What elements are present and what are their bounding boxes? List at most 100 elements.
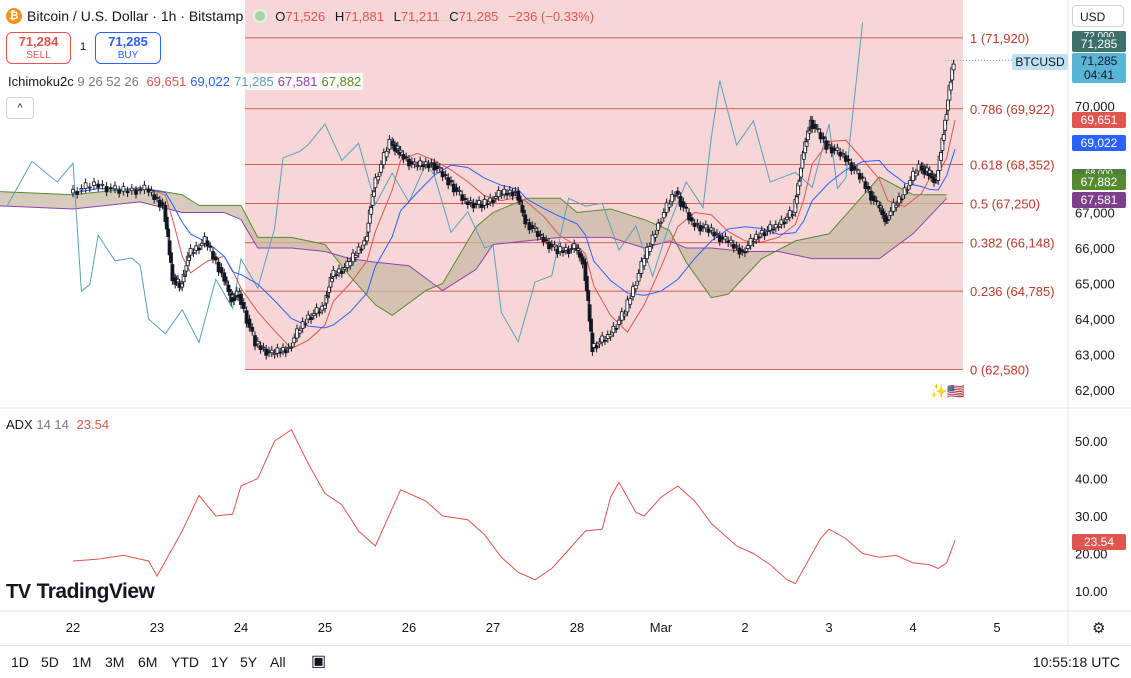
tradingview-logo[interactable]: TV TradingView bbox=[6, 580, 155, 604]
candle-body bbox=[510, 191, 515, 197]
candle bbox=[675, 186, 680, 199]
time-tick: 2 bbox=[741, 620, 748, 635]
candle-body bbox=[723, 236, 728, 240]
timeframe-all[interactable]: All bbox=[270, 654, 286, 670]
candle bbox=[771, 224, 775, 235]
ichimoku-legend[interactable]: Ichimoku2c 9 26 52 26 69,651 69,022 71,285… bbox=[6, 73, 364, 90]
adx-legend[interactable]: ADX 14 14 23.54 bbox=[6, 417, 109, 432]
buy-button[interactable]: 71,285 BUY bbox=[95, 32, 161, 64]
candle bbox=[379, 160, 383, 177]
candle bbox=[348, 257, 353, 271]
candle bbox=[241, 298, 246, 313]
candle bbox=[888, 207, 893, 220]
timeframe-6m[interactable]: 6M bbox=[138, 654, 158, 670]
candle bbox=[538, 230, 543, 240]
collapse-button[interactable]: ^ bbox=[6, 97, 34, 119]
candle-body bbox=[790, 214, 795, 217]
candle-body bbox=[768, 224, 773, 231]
candle-body bbox=[134, 189, 138, 195]
price-chart[interactable]: 1 (71,920) 0.786 (69,922) 0.618 (68,352) 0.… bbox=[0, 0, 1131, 645]
candle-body bbox=[477, 200, 481, 205]
candle-body bbox=[709, 227, 714, 231]
candle bbox=[673, 191, 677, 201]
candle bbox=[155, 193, 159, 203]
candle-body bbox=[561, 250, 565, 253]
candle bbox=[857, 169, 862, 184]
fib-retracement[interactable]: 1 (71,920) 0.786 (69,922) 0.618 (68,352) 0.… bbox=[245, 0, 1055, 377]
fib-label: 0.236 (64,785) bbox=[970, 284, 1055, 299]
candle bbox=[874, 196, 879, 206]
candle-body bbox=[121, 186, 126, 192]
utc-clock[interactable]: 10:55:18 UTC bbox=[1032, 654, 1120, 670]
candle bbox=[415, 161, 420, 171]
candle-body bbox=[241, 302, 246, 309]
candle-body bbox=[348, 261, 353, 267]
candle-body bbox=[948, 81, 953, 91]
sell-price: 71,284 bbox=[18, 34, 59, 49]
candle-body bbox=[138, 189, 143, 192]
settings-gear-icon[interactable]: ⚙ bbox=[1092, 620, 1106, 637]
candle bbox=[491, 195, 495, 207]
candle bbox=[369, 203, 374, 219]
candle-body bbox=[871, 195, 876, 202]
candle-body bbox=[283, 349, 288, 354]
timeframe-ytd[interactable]: YTD bbox=[171, 654, 199, 670]
candle-body bbox=[689, 217, 694, 222]
currency-select[interactable]: USD bbox=[1072, 5, 1124, 27]
candle bbox=[440, 167, 445, 182]
tenkan-tag: 69,651 bbox=[1072, 112, 1126, 128]
timeframe-1m[interactable]: 1M bbox=[72, 654, 92, 670]
candle-body bbox=[524, 219, 529, 222]
sell-button[interactable]: 71,284 SELL bbox=[6, 32, 71, 64]
timeframe-1y[interactable]: 1Y bbox=[211, 654, 229, 670]
sell-label: SELL bbox=[26, 50, 51, 61]
us-flag-icon[interactable]: ✨🇺🇸 bbox=[930, 383, 965, 399]
candle bbox=[460, 190, 465, 205]
timeframe-5d[interactable]: 5D bbox=[41, 654, 59, 670]
candle-body bbox=[841, 153, 845, 155]
candle-body bbox=[468, 200, 473, 203]
candle-body bbox=[622, 313, 627, 317]
candle-body bbox=[664, 202, 669, 213]
candle bbox=[852, 162, 857, 175]
timeframe-3m[interactable]: 3M bbox=[105, 654, 125, 670]
candle bbox=[404, 152, 409, 162]
candle bbox=[359, 244, 364, 254]
candle bbox=[594, 341, 599, 353]
time-tick: 27 bbox=[486, 620, 500, 635]
candle bbox=[309, 312, 313, 324]
candle-body bbox=[373, 177, 378, 189]
candle-body bbox=[471, 202, 476, 209]
candle-body bbox=[673, 195, 677, 197]
candle-body bbox=[292, 337, 297, 344]
symbol-title[interactable]: Bitcoin / U.S. Dollar · 1h · Bitstamp bbox=[27, 8, 244, 24]
senkou-span-b bbox=[0, 197, 947, 292]
candle-body bbox=[384, 150, 389, 158]
candle bbox=[650, 230, 655, 249]
candle bbox=[639, 257, 644, 278]
candle-body bbox=[423, 161, 428, 165]
candle bbox=[524, 215, 529, 225]
candle-body bbox=[443, 174, 448, 177]
candle-body bbox=[625, 299, 630, 313]
timeframe-1d[interactable]: 1D bbox=[11, 654, 29, 670]
candle-body bbox=[572, 243, 577, 249]
candle bbox=[449, 176, 453, 187]
candle-body bbox=[300, 321, 305, 329]
candle bbox=[558, 242, 563, 256]
timeframe-5y[interactable]: 5Y bbox=[240, 654, 258, 670]
span-a-tag: 67,882 bbox=[1072, 174, 1126, 190]
candle bbox=[468, 196, 473, 207]
time-tick: 5 bbox=[993, 620, 1000, 635]
candle-body bbox=[219, 267, 224, 274]
candle bbox=[608, 330, 613, 342]
date-range-icon[interactable]: ▣ bbox=[311, 653, 327, 670]
candle-body bbox=[183, 274, 187, 277]
candle bbox=[384, 147, 389, 162]
candle bbox=[905, 185, 910, 195]
candle-body bbox=[659, 221, 663, 224]
candle bbox=[188, 244, 193, 260]
candle-body bbox=[597, 341, 602, 345]
candle-body bbox=[303, 322, 308, 325]
candle bbox=[729, 235, 733, 247]
